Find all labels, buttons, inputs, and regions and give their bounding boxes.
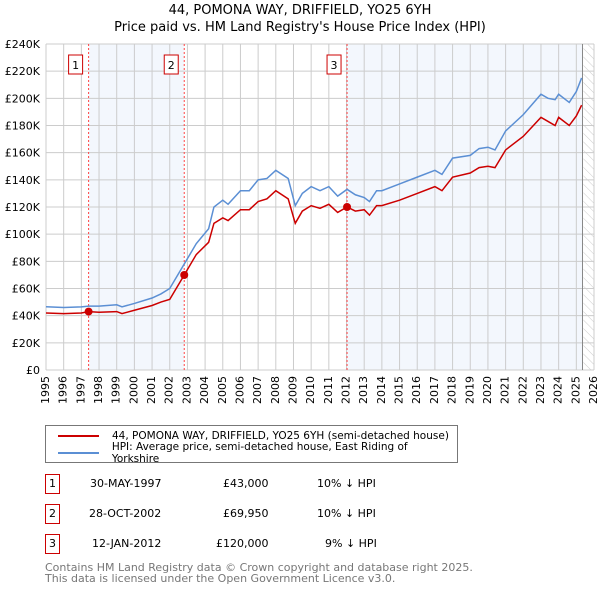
x-tick-label: 2026: [587, 376, 600, 404]
sale-hpi: 10% ↓ HPI: [317, 507, 376, 520]
table-row: 1 30-MAY-1997 £43,000 10% ↓ HPI: [45, 474, 465, 494]
sale-price: £120,000: [216, 537, 269, 550]
x-tick-label: 2011: [322, 376, 335, 404]
x-tick-label: 2001: [145, 376, 158, 404]
x-tick-label: 2023: [534, 376, 547, 404]
sale-price: £69,950: [223, 507, 269, 520]
y-tick-label: £40K: [12, 310, 41, 323]
x-tick-label: 2002: [163, 376, 176, 404]
y-tick-label: £100K: [5, 228, 41, 241]
sale-label: 3: [331, 59, 338, 72]
x-tick-label: 2007: [251, 376, 264, 404]
x-tick-label: 2020: [481, 376, 494, 404]
sale-label-box: [326, 54, 342, 75]
x-tick-label: 2005: [216, 376, 229, 404]
sale-label-box: [68, 54, 84, 75]
x-tick-label: 2009: [286, 376, 299, 404]
x-tick-label: 1996: [57, 376, 70, 404]
x-tick-label: 2013: [357, 376, 370, 404]
x-tick-label: 2019: [463, 376, 476, 404]
sale-date: 28-OCT-2002: [89, 507, 162, 520]
x-tick-label: 2015: [393, 376, 406, 404]
x-tick-label: 1999: [110, 376, 123, 404]
x-tick-label: 2021: [499, 376, 512, 404]
x-tick-label: 2025: [569, 376, 582, 404]
sale-label-box: [163, 54, 179, 75]
x-tick-label: 2024: [552, 376, 565, 404]
legend-swatch-blue: [58, 452, 99, 454]
sale-label: 1: [72, 59, 79, 72]
x-tick-label: 2004: [198, 376, 211, 404]
sale-date: 12-JAN-2012: [92, 537, 162, 550]
sale-hpi: 10% ↓ HPI: [317, 477, 376, 490]
sale-marker-box: 1: [45, 474, 60, 494]
sale-date: 30-MAY-1997: [90, 477, 162, 490]
y-tick-label: £180K: [5, 120, 41, 133]
sale-marker-box: 3: [45, 534, 60, 554]
sale-price: £43,000: [223, 477, 269, 490]
x-tick-label: 2016: [410, 376, 423, 404]
x-tick-label: 2014: [375, 376, 388, 404]
y-tick-label: £0: [26, 364, 40, 377]
table-row: 2 28-OCT-2002 £69,950 10% ↓ HPI: [45, 504, 465, 524]
chart-title: 44, POMONA WAY, DRIFFIELD, YO25 6YH: [168, 3, 432, 18]
sale-label: 2: [168, 59, 175, 72]
series-line: [45, 77, 583, 309]
legend-item-property: 44, POMONA WAY, DRIFFIELD, YO25 6YH (sem…: [58, 429, 449, 443]
sale-marker-box: 2: [45, 504, 60, 524]
x-tick-label: 2017: [428, 376, 441, 404]
sale-point: [84, 307, 93, 316]
y-tick-label: £200K: [5, 92, 41, 105]
sale-point: [343, 203, 352, 211]
x-tick-label: 2006: [233, 376, 246, 404]
x-tick-label: 2012: [340, 376, 353, 404]
x-tick-label: 2008: [269, 376, 282, 404]
x-tick-label: 1997: [74, 376, 87, 404]
footer: Contains HM Land Registry data © Crown c…: [45, 562, 473, 584]
y-tick-label: £220K: [5, 65, 41, 78]
y-tick-label: £240K: [5, 38, 41, 51]
y-tick-label: £140K: [5, 174, 41, 187]
series-line: [45, 104, 583, 315]
x-tick-label: 2003: [180, 376, 193, 404]
x-tick-label: 1998: [92, 376, 105, 404]
y-tick-label: £60K: [12, 283, 41, 296]
sale-point: [180, 270, 189, 279]
y-tick-label: £20K: [12, 337, 41, 350]
chart-subtitle: Price paid vs. HM Land Registry's House …: [114, 20, 486, 35]
sale-hpi: 9% ↓ HPI: [325, 537, 377, 550]
legend-label: 44, POMONA WAY, DRIFFIELD, YO25 6YH (sem…: [112, 430, 449, 442]
footer-line: Contains HM Land Registry data © Crown c…: [45, 561, 473, 574]
x-tick-label: 2010: [304, 376, 317, 404]
legend: 44, POMONA WAY, DRIFFIELD, YO25 6YH (sem…: [45, 425, 458, 465]
table-row: 3 12-JAN-2012 £120,000 9% ↓ HPI: [45, 534, 465, 554]
x-tick-label: 2022: [516, 376, 529, 404]
y-tick-label: £80K: [12, 255, 41, 268]
y-tick-label: £120K: [5, 201, 41, 214]
legend-item-hpi: HPI: Average price, semi-detached house,…: [58, 441, 457, 465]
x-tick-label: 1995: [39, 376, 52, 404]
legend-swatch-red: [58, 435, 99, 437]
footer-line: This data is licensed under the Open Gov…: [45, 572, 396, 585]
x-tick-label: 2018: [446, 376, 459, 404]
legend-label: HPI: Average price, semi-detached house,…: [111, 441, 408, 465]
x-tick-label: 2000: [127, 376, 140, 404]
price-chart: 1995 1996 1997 1998 1999 2000 2001 2002 2003 2004…: [5, 38, 600, 404]
y-tick-label: £160K: [5, 147, 41, 160]
